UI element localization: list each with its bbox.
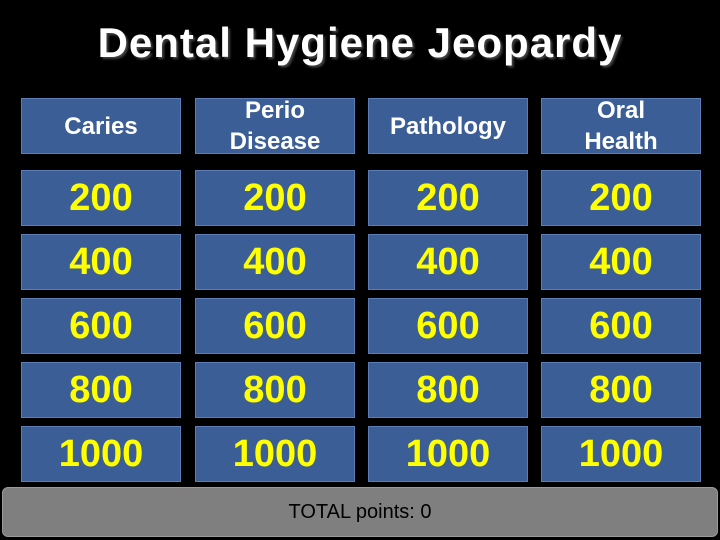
category-header-pathology: Pathology [368,98,528,154]
tile-pathology-400[interactable]: 400 [368,234,528,290]
total-points-bar: TOTAL points: 0 [2,487,718,537]
tile-oral-health-200[interactable]: 200 [541,170,701,226]
tile-caries-800[interactable]: 800 [21,362,181,418]
tile-perio-disease-200[interactable]: 200 [195,170,355,226]
tile-oral-health-400[interactable]: 400 [541,234,701,290]
category-label: Perio [244,97,306,124]
tile-pathology-800[interactable]: 800 [368,362,528,418]
total-points-value: 0 [420,500,432,523]
category-label-line2: Disease [229,128,321,155]
tile-oral-health-1000[interactable]: 1000 [541,426,701,482]
category-label: Oral [596,97,645,124]
tile-pathology-200[interactable]: 200 [368,170,528,226]
category-label-line2: Health [584,128,658,155]
category-label: Caries [64,112,138,140]
tile-oral-health-800[interactable]: 800 [541,362,701,418]
tile-caries-1000[interactable]: 1000 [21,426,181,482]
tile-caries-400[interactable]: 400 [21,234,181,290]
game-title: Dental Hygiene Jeopardy [97,19,623,66]
tile-caries-200[interactable]: 200 [21,170,181,226]
tile-oral-health-600[interactable]: 600 [541,298,701,354]
category-label: Pathology [389,112,506,140]
total-points-label: TOTAL points: [288,500,421,523]
tile-pathology-600[interactable]: 600 [368,298,528,354]
tile-perio-disease-800[interactable]: 800 [195,362,355,418]
tile-perio-disease-600[interactable]: 600 [195,298,355,354]
category-header-caries: Caries [21,98,181,154]
tile-perio-disease-1000[interactable]: 1000 [195,426,355,482]
tile-caries-600[interactable]: 600 [21,298,181,354]
category-header-perio-disease: Perio Disease [195,97,355,155]
tile-pathology-1000[interactable]: 1000 [368,426,528,482]
tile-perio-disease-400[interactable]: 400 [195,234,355,290]
category-header-oral-health: Oral Health [541,97,701,155]
